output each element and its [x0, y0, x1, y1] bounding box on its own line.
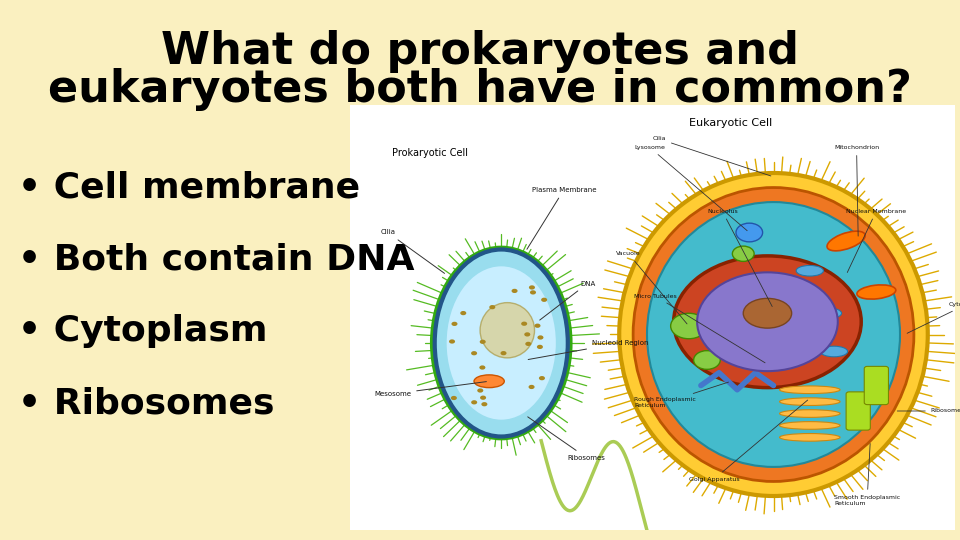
Circle shape — [671, 313, 707, 339]
Ellipse shape — [780, 422, 840, 429]
Circle shape — [471, 351, 477, 355]
Bar — [350, 105, 955, 530]
Circle shape — [537, 345, 543, 349]
Text: • Cell membrane: • Cell membrane — [18, 170, 360, 204]
Circle shape — [530, 291, 536, 294]
Ellipse shape — [821, 346, 848, 357]
Circle shape — [471, 400, 477, 404]
Ellipse shape — [780, 386, 840, 394]
Text: • Cytoplasm: • Cytoplasm — [18, 314, 268, 348]
FancyBboxPatch shape — [864, 366, 888, 404]
Circle shape — [481, 402, 488, 406]
Circle shape — [479, 366, 486, 370]
Circle shape — [538, 335, 543, 340]
Ellipse shape — [780, 434, 840, 441]
Text: Rough Endoplasmic
Reticulum: Rough Endoplasmic Reticulum — [635, 382, 729, 408]
Ellipse shape — [780, 398, 840, 406]
Text: Nucleolus: Nucleolus — [707, 209, 772, 307]
Text: Micro Tubules: Micro Tubules — [635, 294, 765, 363]
Ellipse shape — [633, 187, 914, 482]
Circle shape — [451, 396, 457, 400]
Ellipse shape — [446, 266, 556, 420]
Text: Mitochondrion: Mitochondrion — [834, 145, 879, 236]
Text: Vacuole: Vacuole — [616, 251, 687, 324]
Circle shape — [500, 351, 507, 355]
Circle shape — [529, 385, 535, 389]
Circle shape — [524, 332, 530, 336]
Text: Mesosome: Mesosome — [374, 382, 487, 397]
Text: Ribosomes: Ribosomes — [898, 408, 960, 414]
Text: DNA: DNA — [540, 280, 595, 320]
Ellipse shape — [647, 202, 900, 467]
Text: Cilia: Cilia — [380, 230, 444, 273]
Circle shape — [490, 305, 495, 309]
Circle shape — [480, 340, 486, 344]
Circle shape — [460, 311, 467, 315]
Text: Plasma Membrane: Plasma Membrane — [527, 187, 596, 249]
FancyBboxPatch shape — [846, 392, 871, 430]
Circle shape — [512, 289, 517, 293]
Ellipse shape — [857, 285, 896, 299]
Circle shape — [477, 388, 483, 393]
Ellipse shape — [780, 410, 840, 417]
Ellipse shape — [474, 375, 504, 388]
Ellipse shape — [796, 266, 824, 276]
Circle shape — [732, 246, 755, 261]
Text: Cytoplasm: Cytoplasm — [907, 302, 960, 333]
Text: What do prokaryotes and: What do prokaryotes and — [161, 30, 799, 73]
Text: Nuclear Membrane: Nuclear Membrane — [846, 209, 906, 273]
Circle shape — [525, 342, 531, 346]
Text: • Ribosomes: • Ribosomes — [18, 386, 275, 420]
Circle shape — [674, 256, 861, 388]
Text: Golgi Apparatus: Golgi Apparatus — [689, 400, 807, 482]
Ellipse shape — [743, 299, 792, 328]
Text: Nucleoid Region: Nucleoid Region — [528, 340, 649, 360]
Ellipse shape — [480, 302, 535, 358]
Circle shape — [529, 285, 535, 289]
Text: eukaryotes both have in common?: eukaryotes both have in common? — [48, 68, 912, 111]
Text: Lysosome: Lysosome — [635, 145, 747, 231]
Ellipse shape — [827, 231, 865, 251]
Circle shape — [539, 376, 545, 380]
Ellipse shape — [619, 173, 927, 496]
Circle shape — [449, 339, 455, 343]
Ellipse shape — [814, 308, 842, 319]
Circle shape — [541, 298, 547, 302]
Text: Smooth Endoplasmic
Reticulum: Smooth Endoplasmic Reticulum — [834, 443, 900, 505]
Text: • Both contain DNA: • Both contain DNA — [18, 242, 415, 276]
Circle shape — [694, 350, 720, 369]
Text: Ribosomes: Ribosomes — [528, 417, 606, 461]
Circle shape — [521, 322, 527, 326]
Circle shape — [697, 272, 838, 371]
Ellipse shape — [435, 249, 567, 436]
Circle shape — [480, 396, 486, 400]
Text: Prokaryotic Cell: Prokaryotic Cell — [393, 148, 468, 158]
Circle shape — [736, 223, 762, 242]
Text: Cilia: Cilia — [653, 137, 771, 176]
Text: Eukaryotic Cell: Eukaryotic Cell — [689, 118, 772, 128]
Circle shape — [451, 322, 458, 326]
Circle shape — [535, 323, 540, 328]
